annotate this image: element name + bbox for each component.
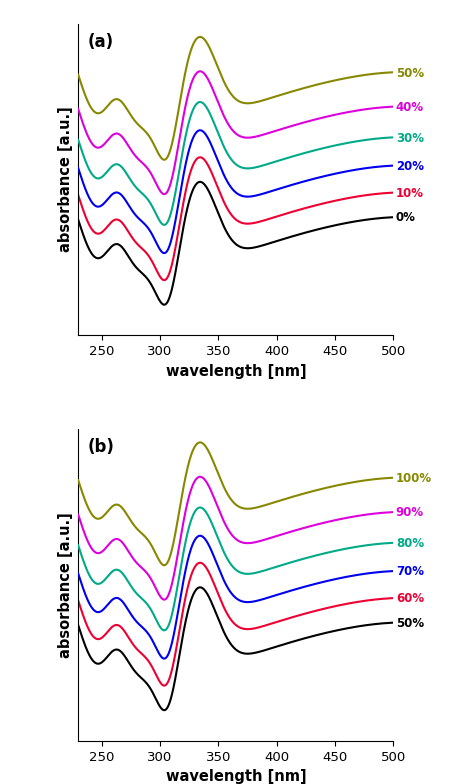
Text: 30%: 30% [396,132,424,144]
Text: 60%: 60% [396,593,424,605]
Text: 40%: 40% [396,101,424,114]
Y-axis label: absorbance [a.u.]: absorbance [a.u.] [58,107,73,252]
X-axis label: wavelength [nm]: wavelength [nm] [165,769,306,784]
Text: 50%: 50% [396,67,424,79]
Text: 70%: 70% [396,565,424,579]
X-axis label: wavelength [nm]: wavelength [nm] [165,364,306,379]
Text: 20%: 20% [396,160,424,173]
Y-axis label: absorbance [a.u.]: absorbance [a.u.] [58,512,73,658]
Text: (a): (a) [88,33,114,51]
Text: 100%: 100% [396,472,432,485]
Text: 80%: 80% [396,537,424,550]
Text: (b): (b) [88,438,115,456]
Text: 0%: 0% [396,212,416,224]
Text: 50%: 50% [396,617,424,630]
Text: 90%: 90% [396,506,424,519]
Text: 10%: 10% [396,187,424,200]
